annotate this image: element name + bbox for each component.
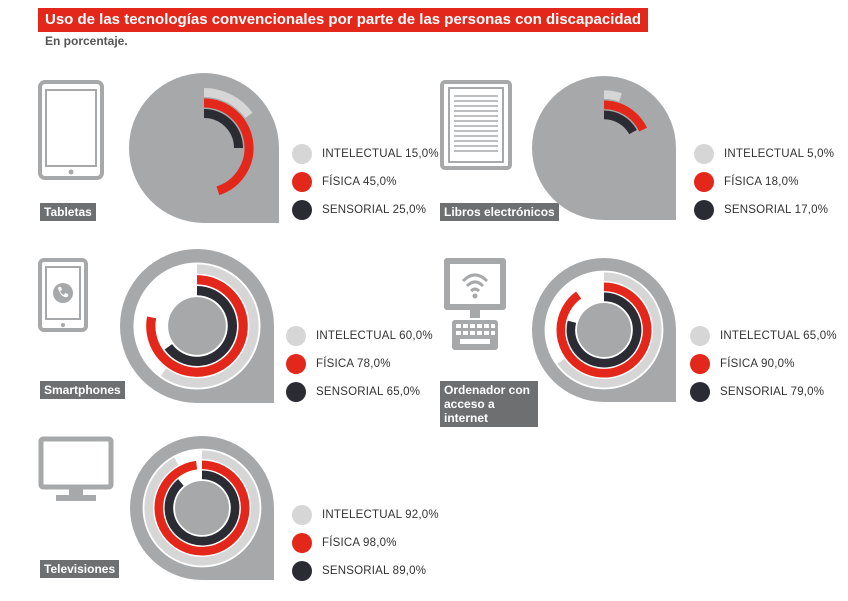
radial-chart-2 — [120, 249, 274, 403]
legend-item: SENSORIAL 17,0% — [694, 196, 834, 224]
ring-sensorial — [603, 110, 637, 135]
legend-label: INTELECTUAL 5,0% — [724, 148, 835, 160]
legend-item: FÍSICA 78,0% — [286, 350, 433, 378]
legend-label: FÍSICA 78,0% — [316, 358, 391, 370]
legend-swatch — [694, 172, 714, 192]
legend-swatch — [694, 200, 714, 220]
legend-swatch — [292, 505, 312, 525]
legend-item: INTELECTUAL 15,0% — [292, 140, 439, 168]
legend: INTELECTUAL 60,0% FÍSICA 78,0% SENSORIAL 6… — [286, 322, 433, 406]
category-label: Ordenador con acceso a internet — [440, 381, 538, 427]
legend-label: SENSORIAL 25,0% — [322, 204, 427, 216]
legend: INTELECTUAL 65,0% FÍSICA 90,0% SENSORIAL 7… — [690, 322, 837, 406]
ring-intelectual — [603, 90, 622, 102]
ring-intelectual — [203, 88, 253, 119]
category-label: Libros electrónicos — [440, 203, 559, 221]
page-subtitle: En porcentaje. — [45, 34, 128, 48]
legend-swatch — [286, 326, 306, 346]
legend-item: INTELECTUAL 5,0% — [694, 140, 834, 168]
legend-swatch — [292, 200, 312, 220]
legend-swatch — [292, 561, 312, 581]
radial-chart-3 — [532, 258, 676, 402]
legend-item: INTELECTUAL 65,0% — [690, 322, 837, 350]
legend-label: FÍSICA 45,0% — [322, 176, 397, 188]
ring-sensorial — [164, 470, 240, 546]
radial-chart-0 — [129, 73, 279, 223]
legend-label: INTELECTUAL 60,0% — [316, 330, 433, 342]
legend-swatch — [286, 354, 306, 374]
ring-fisica — [556, 282, 652, 378]
ereader-icon — [440, 80, 512, 170]
ring-sensorial — [566, 292, 642, 368]
tablet-icon — [38, 80, 104, 180]
computer-icon — [444, 258, 506, 350]
category-label: Televisiones — [40, 560, 120, 578]
legend-item: FÍSICA 45,0% — [292, 168, 439, 196]
smartphone-icon — [38, 258, 88, 332]
ring-fisica — [146, 275, 248, 377]
legend-item: INTELECTUAL 92,0% — [292, 501, 439, 529]
ring-intelectual — [160, 264, 259, 388]
legend-label: FÍSICA 18,0% — [724, 176, 799, 188]
radial-chart-1 — [532, 76, 676, 220]
legend: INTELECTUAL 15,0% FÍSICA 45,0% SENSORIAL 2… — [292, 140, 439, 224]
legend-swatch — [292, 533, 312, 553]
category-label: Smartphones — [40, 381, 125, 399]
legend-swatch — [690, 382, 710, 402]
legend-swatch — [292, 144, 312, 164]
legend-label: SENSORIAL 89,0% — [322, 565, 427, 577]
legend-item: FÍSICA 90,0% — [690, 350, 837, 378]
legend-label: FÍSICA 90,0% — [720, 358, 795, 370]
ring-intelectual — [557, 272, 662, 388]
ring-intelectual — [144, 450, 260, 566]
ring-sensorial — [203, 109, 243, 149]
legend-label: SENSORIAL 79,0% — [720, 386, 825, 398]
chart-background-corner — [204, 148, 279, 223]
television-icon — [38, 436, 114, 501]
legend-swatch — [694, 144, 714, 164]
legend-label: INTELECTUAL 15,0% — [322, 148, 439, 160]
category-label: Tabletas — [40, 203, 96, 221]
legend-item: FÍSICA 18,0% — [694, 168, 834, 196]
ring-fisica — [603, 100, 647, 132]
legend-label: INTELECTUAL 65,0% — [720, 330, 837, 342]
legend-item: SENSORIAL 79,0% — [690, 378, 837, 406]
legend-swatch — [286, 382, 306, 402]
legend-swatch — [690, 354, 710, 374]
legend-swatch — [690, 326, 710, 346]
chart-background-corner — [604, 148, 676, 220]
ring-fisica — [154, 460, 250, 556]
legend-item: SENSORIAL 65,0% — [286, 378, 433, 406]
legend-label: FÍSICA 98,0% — [322, 537, 397, 549]
legend-item: INTELECTUAL 60,0% — [286, 322, 433, 350]
legend-label: SENSORIAL 65,0% — [316, 386, 421, 398]
legend: INTELECTUAL 5,0% FÍSICA 18,0% SENSORIAL 17… — [694, 140, 834, 224]
legend-label: INTELECTUAL 92,0% — [322, 509, 439, 521]
legend-label: SENSORIAL 17,0% — [724, 204, 829, 216]
radial-chart-4 — [130, 436, 274, 580]
legend-item: SENSORIAL 25,0% — [292, 196, 439, 224]
ring-fisica — [203, 98, 254, 196]
ring-sensorial — [164, 285, 237, 367]
legend: INTELECTUAL 92,0% FÍSICA 98,0% SENSORIAL 8… — [292, 501, 439, 585]
legend-item: FÍSICA 98,0% — [292, 529, 439, 557]
page-title: Uso de las tecnologías convencionales po… — [38, 8, 649, 32]
legend-item: SENSORIAL 89,0% — [292, 557, 439, 585]
legend-swatch — [292, 172, 312, 192]
